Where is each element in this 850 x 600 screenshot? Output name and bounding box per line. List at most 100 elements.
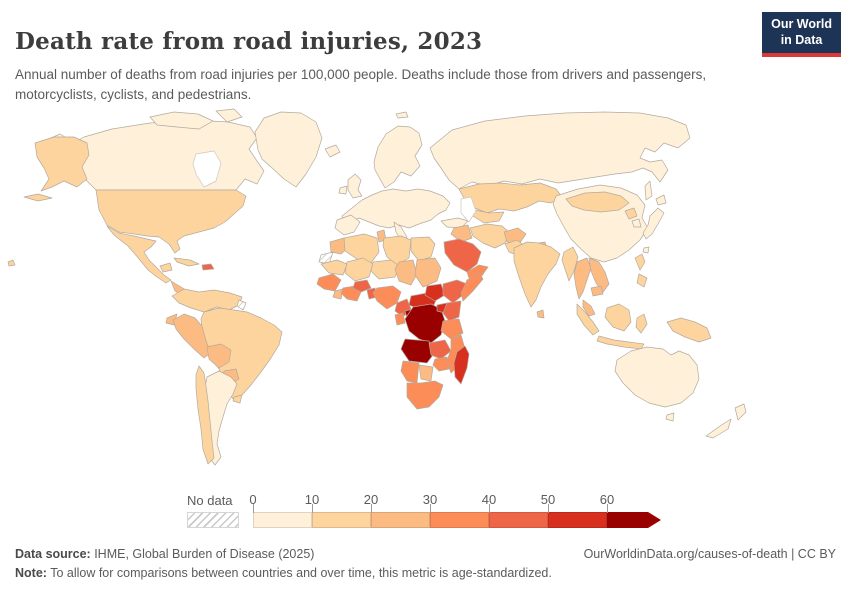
country-zimbabwe[interactable] — [432, 356, 450, 372]
country-south-korea[interactable] — [631, 218, 642, 228]
country-iran[interactable] — [469, 223, 511, 249]
country-taiwan[interactable] — [642, 246, 650, 254]
country-japan-honshu[interactable] — [642, 207, 665, 240]
country-sierra-leone-liberia[interactable] — [332, 288, 344, 300]
legend-bin-30-40[interactable] — [430, 512, 489, 528]
country-algeria[interactable] — [343, 233, 380, 264]
country-somalia[interactable] — [460, 272, 484, 302]
country-mauritania[interactable] — [320, 259, 348, 276]
country-scandinavia[interactable] — [373, 125, 423, 189]
country-tanzania[interactable] — [440, 318, 464, 340]
country-gabon[interactable] — [394, 312, 406, 326]
country-afghanistan[interactable] — [503, 227, 527, 245]
country-tasmania-australia[interactable] — [665, 412, 675, 422]
country-saudi-arabia[interactable] — [443, 238, 482, 273]
country-mali[interactable] — [344, 257, 374, 282]
country-sulawesi-indonesia[interactable] — [635, 313, 648, 334]
country-svalbard-norway[interactable] — [395, 111, 409, 119]
country-philippines-luzon[interactable] — [634, 253, 646, 271]
country-russia[interactable] — [429, 111, 691, 190]
country-myanmar[interactable] — [561, 246, 579, 282]
country-yucatan-mexico[interactable] — [159, 262, 173, 273]
country-sakhalin-russia[interactable] — [644, 180, 653, 201]
country-turkey[interactable] — [440, 217, 469, 229]
country-greenland[interactable] — [254, 111, 323, 188]
country-sri-lanka[interactable] — [536, 309, 545, 319]
country-cambodia[interactable] — [590, 285, 604, 297]
legend-tick-label-40: 40 — [481, 492, 497, 507]
country-hawaii-united-states[interactable] — [7, 259, 16, 267]
country-alaska-united-states[interactable] — [34, 136, 90, 192]
country-haiti-hispaniola[interactable] — [201, 263, 215, 271]
owid-citation-link[interactable]: OurWorldinData.org/causes-of-death | CC … — [583, 547, 836, 561]
country-malaysia[interactable] — [582, 299, 596, 317]
country-chad[interactable] — [394, 259, 418, 286]
country-niger[interactable] — [370, 259, 400, 280]
owid-logo-line1: Our World — [771, 17, 832, 31]
country-sumatra-indonesia[interactable] — [576, 303, 600, 336]
country-europe-mainland[interactable] — [341, 188, 451, 229]
country-new-zealand-north-island[interactable] — [734, 403, 747, 421]
country-kenya[interactable] — [442, 300, 462, 322]
country-colombia-venezuela-guyanas[interactable] — [171, 288, 243, 313]
country-chile[interactable] — [195, 365, 215, 465]
country-borneo[interactable] — [604, 303, 632, 332]
legend-bin-20-30[interactable] — [371, 512, 430, 528]
data-source-label: Data source: — [15, 547, 91, 561]
country-south-africa[interactable] — [406, 380, 444, 410]
country-south-sudan[interactable] — [424, 283, 446, 302]
note-text: To allow for comparisons between countri… — [46, 566, 552, 580]
country-java-indonesia[interactable] — [596, 335, 645, 350]
country-canada[interactable] — [63, 119, 265, 191]
country-iberia-spain-portugal[interactable] — [334, 214, 361, 236]
country-canadian-arctic-islands-east[interactable] — [215, 108, 243, 123]
country-mongolia[interactable] — [565, 191, 630, 213]
country-nigeria[interactable] — [372, 285, 402, 310]
legend-bin-40-50[interactable] — [489, 512, 548, 528]
country-namibia[interactable] — [400, 360, 420, 384]
page-title: Death rate from road injuries, 2023 — [15, 28, 483, 56]
country-north-korea[interactable] — [624, 207, 638, 220]
legend-bin-60+[interactable] — [607, 512, 661, 528]
country-new-zealand-south-island[interactable] — [705, 418, 732, 439]
country-new-guinea[interactable] — [666, 317, 712, 343]
country-kazakhstan[interactable] — [458, 182, 563, 214]
country-united-kingdom[interactable] — [347, 173, 363, 199]
country-sudan[interactable] — [414, 257, 442, 288]
country-india[interactable] — [513, 241, 561, 308]
country-canadian-arctic-islands[interactable] — [149, 111, 214, 130]
country-angola[interactable] — [400, 338, 434, 364]
country-uruguay[interactable] — [232, 394, 243, 404]
owid-logo[interactable]: Our World in Data — [762, 12, 841, 57]
country-senegal-guinea[interactable] — [316, 273, 342, 292]
country-cuba[interactable] — [173, 257, 200, 267]
country-united-states[interactable] — [95, 189, 247, 254]
country-laos-vietnam[interactable] — [588, 257, 610, 293]
legend-no-data-swatch[interactable] — [187, 512, 239, 528]
country-iceland[interactable] — [324, 144, 341, 158]
country-egypt[interactable] — [410, 236, 436, 262]
country-iraq-syria[interactable] — [450, 224, 473, 243]
country-democratic-republic-of-congo[interactable] — [404, 303, 446, 344]
country-botswana[interactable] — [418, 364, 434, 382]
legend-bin-10-20[interactable] — [312, 512, 371, 528]
country-bolivia[interactable] — [206, 343, 232, 369]
legend-tick-50 — [548, 504, 549, 513]
country-hudson-bay — [192, 150, 222, 188]
legend-bin-50-60[interactable] — [548, 512, 607, 528]
country-ireland[interactable] — [338, 185, 348, 195]
country-burkina-faso[interactable] — [352, 279, 372, 293]
country-japan-hokkaido[interactable] — [655, 194, 667, 206]
country-philippines-mindanao[interactable] — [636, 273, 648, 288]
country-zambia[interactable] — [428, 339, 452, 360]
legend-bin-0-10[interactable] — [253, 512, 312, 528]
country-mexico[interactable] — [106, 225, 172, 284]
country-thailand[interactable] — [573, 257, 592, 300]
country-aleutian-islands[interactable] — [23, 193, 53, 202]
country-yemen-oman[interactable] — [466, 264, 489, 279]
country-french-guiana[interactable] — [236, 299, 247, 311]
country-australia[interactable] — [614, 346, 700, 408]
legend-tick-0 — [253, 504, 254, 513]
country-madagascar[interactable] — [453, 345, 470, 385]
